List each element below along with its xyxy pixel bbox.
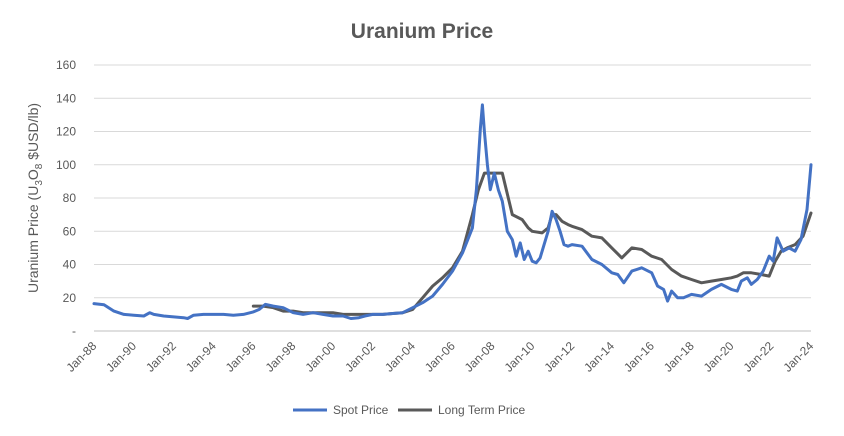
- y-tick-label: -: [72, 324, 76, 338]
- y-tick-label: 120: [56, 125, 76, 139]
- x-tick-label: Jan-22: [741, 339, 777, 375]
- series-lines: [92, 103, 813, 320]
- y-axis-label-sub-8: 8: [34, 163, 45, 169]
- x-tick-label: Jan-18: [661, 339, 697, 375]
- x-tick-label: Jan-94: [183, 339, 219, 375]
- legend-label-1: Long Term Price: [438, 403, 525, 417]
- x-tick-label: Jan-00: [302, 339, 338, 375]
- x-tick-label: Jan-02: [342, 339, 378, 375]
- x-tick-label: Jan-24: [780, 339, 816, 375]
- x-tick-label: Jan-90: [103, 339, 139, 375]
- y-axis-label-sub-3: 3: [34, 180, 45, 186]
- y-axis-label-part-1: Uranium Price (U: [25, 186, 41, 293]
- chart-title: Uranium Price: [351, 20, 493, 43]
- x-tick-label: Jan-06: [422, 339, 458, 375]
- x-tick-label: Jan-08: [462, 339, 498, 375]
- y-tick-label: 40: [63, 258, 77, 272]
- x-tick-label: Jan-98: [263, 339, 299, 375]
- y-tick-label: 60: [63, 224, 77, 238]
- x-tick-label: Jan-96: [223, 339, 259, 375]
- series-line-long-term-price: [251, 171, 813, 316]
- y-tick-label: 100: [56, 158, 76, 172]
- gridlines: [94, 64, 811, 332]
- y-tick-label: 140: [56, 91, 76, 105]
- y-tick-label: 80: [63, 191, 77, 205]
- y-tick-label: 20: [63, 291, 77, 305]
- y-axis-label-part-2: O: [25, 169, 41, 180]
- x-tick-label: Jan-92: [143, 339, 179, 375]
- y-axis-ticks: - 20 40 60 80 100 120 140 160: [56, 58, 76, 338]
- x-tick-label: Jan-20: [701, 339, 737, 375]
- x-axis-ticks: Jan-88 Jan-90 Jan-92 Jan-94 Jan-96 Jan-98 Jan-…: [63, 339, 816, 375]
- x-tick-label: Jan-04: [382, 339, 418, 375]
- x-tick-label: Jan-12: [541, 339, 577, 375]
- y-axis-label-part-3: $USD/lb): [25, 103, 41, 164]
- x-tick-label: Jan-14: [581, 339, 617, 375]
- y-tick-label: 160: [56, 58, 76, 72]
- x-tick-label: Jan-16: [621, 339, 657, 375]
- series-line-spot-price: [92, 103, 813, 320]
- legend: Spot Price Long Term Price: [293, 403, 525, 417]
- x-tick-label: Jan-10: [502, 339, 538, 375]
- x-tick-label: Jan-88: [63, 339, 99, 375]
- legend-label-0: Spot Price: [333, 403, 389, 417]
- y-axis-label: Uranium Price (U3O8 $USD/lb): [25, 103, 45, 293]
